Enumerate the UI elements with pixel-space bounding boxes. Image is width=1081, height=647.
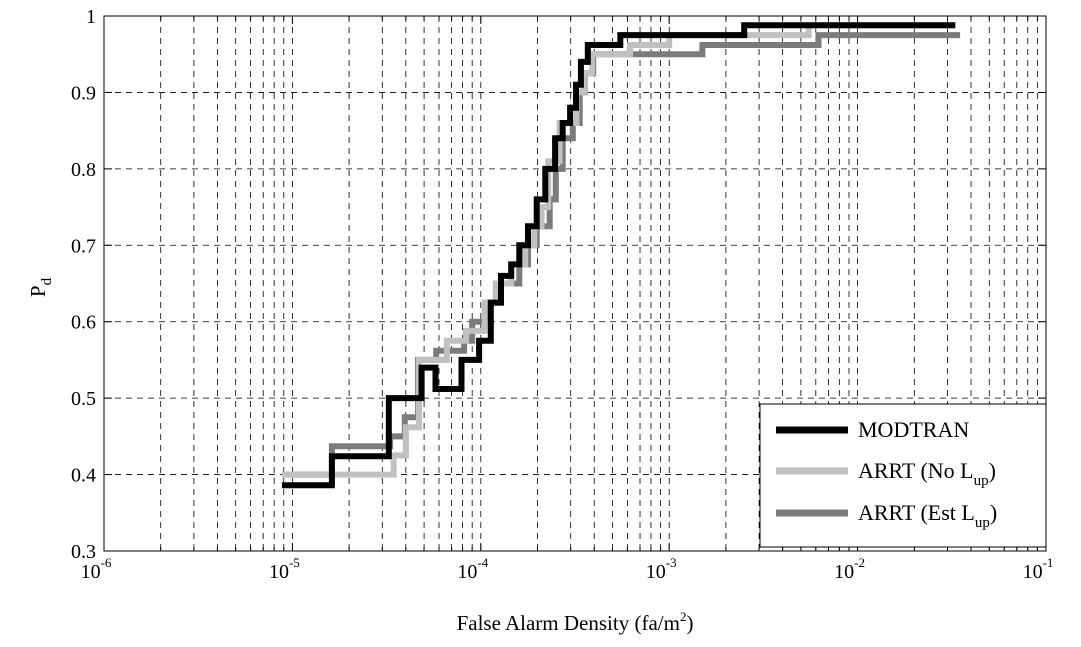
x-tick-label: 10-5 bbox=[269, 555, 300, 583]
x-tick-label-base: 10 bbox=[457, 561, 477, 583]
plot-area-frame bbox=[103, 15, 1047, 552]
x-axis-title: False Alarm Density (fa/m2) bbox=[457, 609, 694, 635]
series-line-2 bbox=[281, 22, 956, 478]
legend-label-main: MODTRAN bbox=[858, 417, 969, 442]
x-axis-title-sup: 2 bbox=[680, 609, 687, 624]
y-axis-title: Pd bbox=[26, 277, 55, 297]
x-tick-label-base: 10 bbox=[834, 561, 854, 583]
legend-label-main: ARRT (Est L bbox=[858, 500, 975, 525]
x-tick-label: 10-2 bbox=[834, 555, 865, 583]
x-tick-label-exponent: -2 bbox=[854, 555, 865, 570]
x-tick-label: 10-4 bbox=[457, 555, 488, 583]
y-tick-label: 0.8 bbox=[71, 159, 96, 181]
legend-label-tail: ) bbox=[989, 458, 996, 483]
y-axis-title-main: P bbox=[26, 285, 50, 297]
x-tick-label: 10-3 bbox=[646, 555, 677, 583]
x-tick-label-base: 10 bbox=[269, 561, 289, 583]
x-tick-label-base: 10 bbox=[646, 561, 666, 583]
legend-label-sub: up bbox=[975, 515, 990, 531]
x-tick-label: 10-1 bbox=[1023, 555, 1054, 583]
x-axis-title-main: False Alarm Density (fa/m bbox=[457, 611, 680, 635]
legend-label-2: ARRT (No Lup) bbox=[858, 458, 996, 489]
x-tick-label-exponent: -1 bbox=[1043, 555, 1054, 570]
y-tick-label: 0.4 bbox=[71, 465, 96, 487]
y-tick-label: 0.5 bbox=[71, 388, 96, 410]
legend-label-1: MODTRAN bbox=[858, 417, 969, 442]
y-tick-label: 1 bbox=[86, 6, 96, 28]
series-line-1 bbox=[281, 22, 956, 489]
legend-label-tail: ) bbox=[990, 500, 997, 525]
y-tick-label: 0.7 bbox=[71, 235, 96, 257]
x-tick-label-exponent: -6 bbox=[101, 555, 112, 570]
legend-label-main: ARRT (No L bbox=[858, 458, 974, 483]
y-axis-title-sub: d bbox=[39, 277, 55, 285]
x-tick-label-exponent: -5 bbox=[289, 555, 300, 570]
series-lines bbox=[281, 22, 961, 489]
x-tick-label-exponent: -4 bbox=[477, 555, 488, 570]
x-axis-title-tail: ) bbox=[686, 611, 693, 635]
x-tick-label-base: 10 bbox=[1023, 561, 1043, 583]
legend-label-sub: up bbox=[974, 473, 989, 489]
axis-ticks bbox=[104, 16, 1046, 551]
y-tick-label: 0.9 bbox=[71, 82, 96, 104]
x-tick-label-exponent: -3 bbox=[666, 555, 677, 570]
y-tick-label: 0.6 bbox=[71, 312, 96, 334]
legend-label-3: ARRT (Est Lup) bbox=[858, 500, 997, 531]
x-tick-label: 10-6 bbox=[81, 555, 112, 583]
y-tick-label: 0.3 bbox=[71, 541, 96, 563]
x-tick-label-base: 10 bbox=[81, 561, 101, 583]
